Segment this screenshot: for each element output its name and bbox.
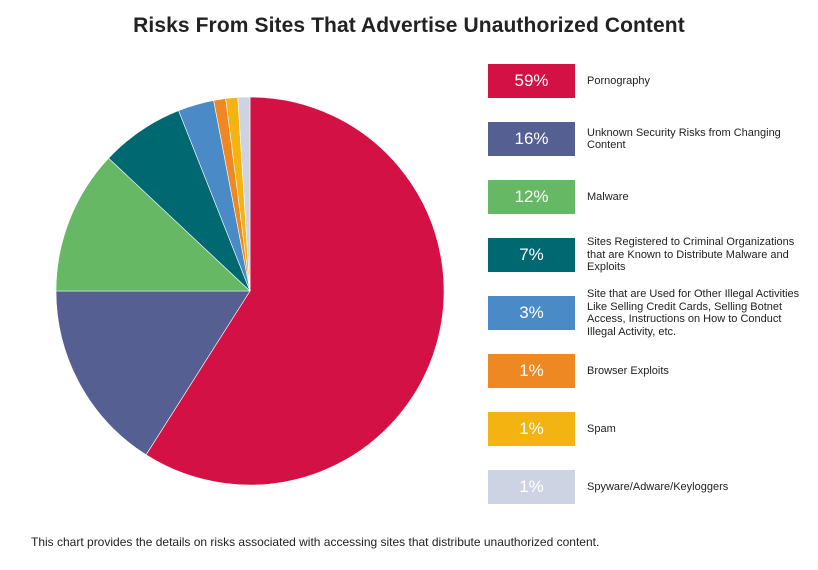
legend-item: 1% Browser Exploits	[488, 354, 813, 388]
legend-swatch-value: 1%	[488, 470, 575, 504]
legend-label: Pornography	[587, 74, 650, 87]
legend-label: Spam	[587, 422, 616, 435]
legend-label: Sites Registered to Criminal Organizatio…	[587, 236, 795, 274]
legend-swatch-value: 3%	[488, 296, 575, 330]
pie-slice-1	[55, 290, 251, 456]
legend-item: 3% Site that are Used for Other Illegal A…	[488, 288, 813, 338]
pie-slice-2	[55, 157, 251, 292]
legend-item: 1% Spam	[488, 412, 813, 446]
pie-slice-0	[145, 96, 445, 486]
legend-item: 59% Pornography	[488, 64, 813, 98]
pie-slice-7	[237, 96, 251, 292]
legend-swatch-value: 7%	[488, 238, 575, 272]
legend-item: 12% Malware	[488, 180, 813, 214]
chart-caption: This chart provides the details on risks…	[31, 535, 600, 549]
chart-title: Risks From Sites That Advertise Unauthor…	[133, 14, 685, 37]
legend-swatch-value: 59%	[488, 64, 575, 98]
legend-item: 1% Spyware/Adware/Keyloggers	[488, 470, 813, 504]
legend-label: Site that are Used for Other Illegal Act…	[587, 288, 800, 338]
pie-chart	[55, 96, 445, 486]
legend-item: 16% Unknown Security Risks from Changing …	[488, 122, 813, 156]
legend-swatch-value: 1%	[488, 354, 575, 388]
legend-swatch-value: 1%	[488, 412, 575, 446]
legend-swatch-value: 16%	[488, 122, 575, 156]
legend-item: 7% Sites Registered to Criminal Organizat…	[488, 236, 813, 274]
legend-label: Unknown Security Risks from Changing Con…	[587, 126, 781, 152]
legend-label: Malware	[587, 190, 629, 203]
legend-label: Browser Exploits	[587, 364, 669, 377]
legend-label: Spyware/Adware/Keyloggers	[587, 480, 729, 493]
legend-swatch-value: 12%	[488, 180, 575, 214]
